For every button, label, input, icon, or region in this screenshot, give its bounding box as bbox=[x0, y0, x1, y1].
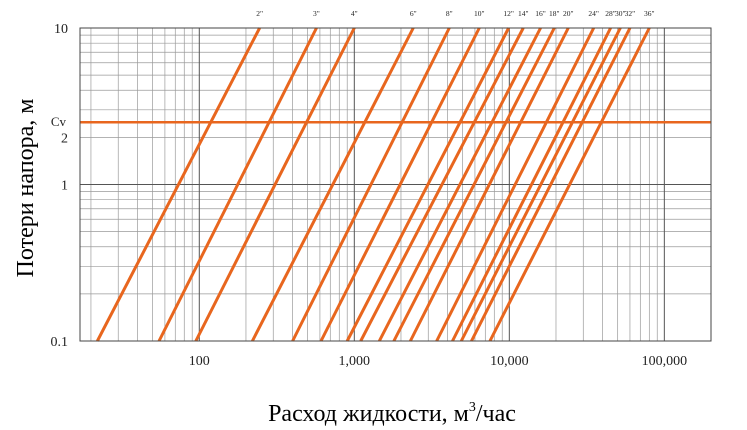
x-axis-label: Расход жидкости, м3/час bbox=[268, 400, 516, 427]
x-axis-label-suffix: /час bbox=[476, 401, 516, 427]
x-axis-label-main: Расход жидкости, м bbox=[268, 401, 469, 427]
series-line bbox=[157, 27, 318, 342]
series-label: 6" bbox=[410, 9, 417, 18]
series-line bbox=[251, 27, 415, 342]
series-label: 10" bbox=[474, 9, 485, 18]
series-label: 20" bbox=[563, 9, 574, 18]
series-label: 4" bbox=[351, 9, 358, 18]
x-axis-label-superscript: 3 bbox=[469, 400, 476, 415]
series-label: 14" bbox=[518, 9, 529, 18]
series-line bbox=[451, 27, 612, 342]
series-label: 36" bbox=[644, 9, 655, 18]
series-label: 18" bbox=[549, 9, 560, 18]
series-label: 30" bbox=[615, 9, 626, 18]
series-label: 12" bbox=[503, 9, 514, 18]
y-tick-labels: 0.1 1 2 10 bbox=[51, 22, 69, 350]
series-line bbox=[435, 27, 596, 342]
x-tick-label: 1,000 bbox=[339, 354, 371, 369]
series-label: 28" bbox=[605, 9, 616, 18]
series-line bbox=[319, 27, 481, 342]
series-line bbox=[194, 27, 356, 342]
series-label: 24" bbox=[588, 9, 599, 18]
series-label: 16" bbox=[535, 9, 546, 18]
plot-frame bbox=[79, 27, 712, 342]
series-line bbox=[96, 27, 261, 342]
series-line bbox=[409, 27, 570, 342]
x-tick-label: 100 bbox=[189, 354, 210, 369]
series-label: 32" bbox=[625, 9, 636, 18]
grid-major bbox=[80, 28, 711, 341]
reference-line-label: Cv bbox=[51, 114, 67, 129]
y-tick-label: 10 bbox=[54, 22, 68, 37]
y-axis-label: Потери напора, м bbox=[13, 99, 39, 278]
series-line bbox=[459, 27, 622, 342]
series-label: 3" bbox=[313, 9, 320, 18]
series-label: 8" bbox=[446, 9, 453, 18]
series-line bbox=[291, 27, 451, 342]
y-tick-label: 1 bbox=[61, 179, 68, 194]
y-tick-label: 2 bbox=[61, 131, 68, 146]
series-line bbox=[359, 27, 525, 342]
pipe-size-labels: 2" 3" 4" 6" 8" 10" 12" 14" 16" 18" 20" 24" 28" 30" 32"… bbox=[256, 9, 654, 18]
series-line bbox=[377, 27, 542, 342]
x-tick-label: 10,000 bbox=[490, 354, 529, 369]
series-line bbox=[392, 27, 556, 342]
series-lines bbox=[96, 27, 651, 342]
x-tick-label: 100,000 bbox=[642, 354, 688, 369]
series-line bbox=[470, 27, 632, 342]
series-line bbox=[345, 27, 510, 342]
series-line bbox=[488, 27, 651, 342]
y-tick-label: 0.1 bbox=[51, 335, 69, 350]
x-tick-labels: 100 1,000 10,000 100,000 bbox=[189, 354, 687, 369]
series-label: 2" bbox=[256, 9, 263, 18]
